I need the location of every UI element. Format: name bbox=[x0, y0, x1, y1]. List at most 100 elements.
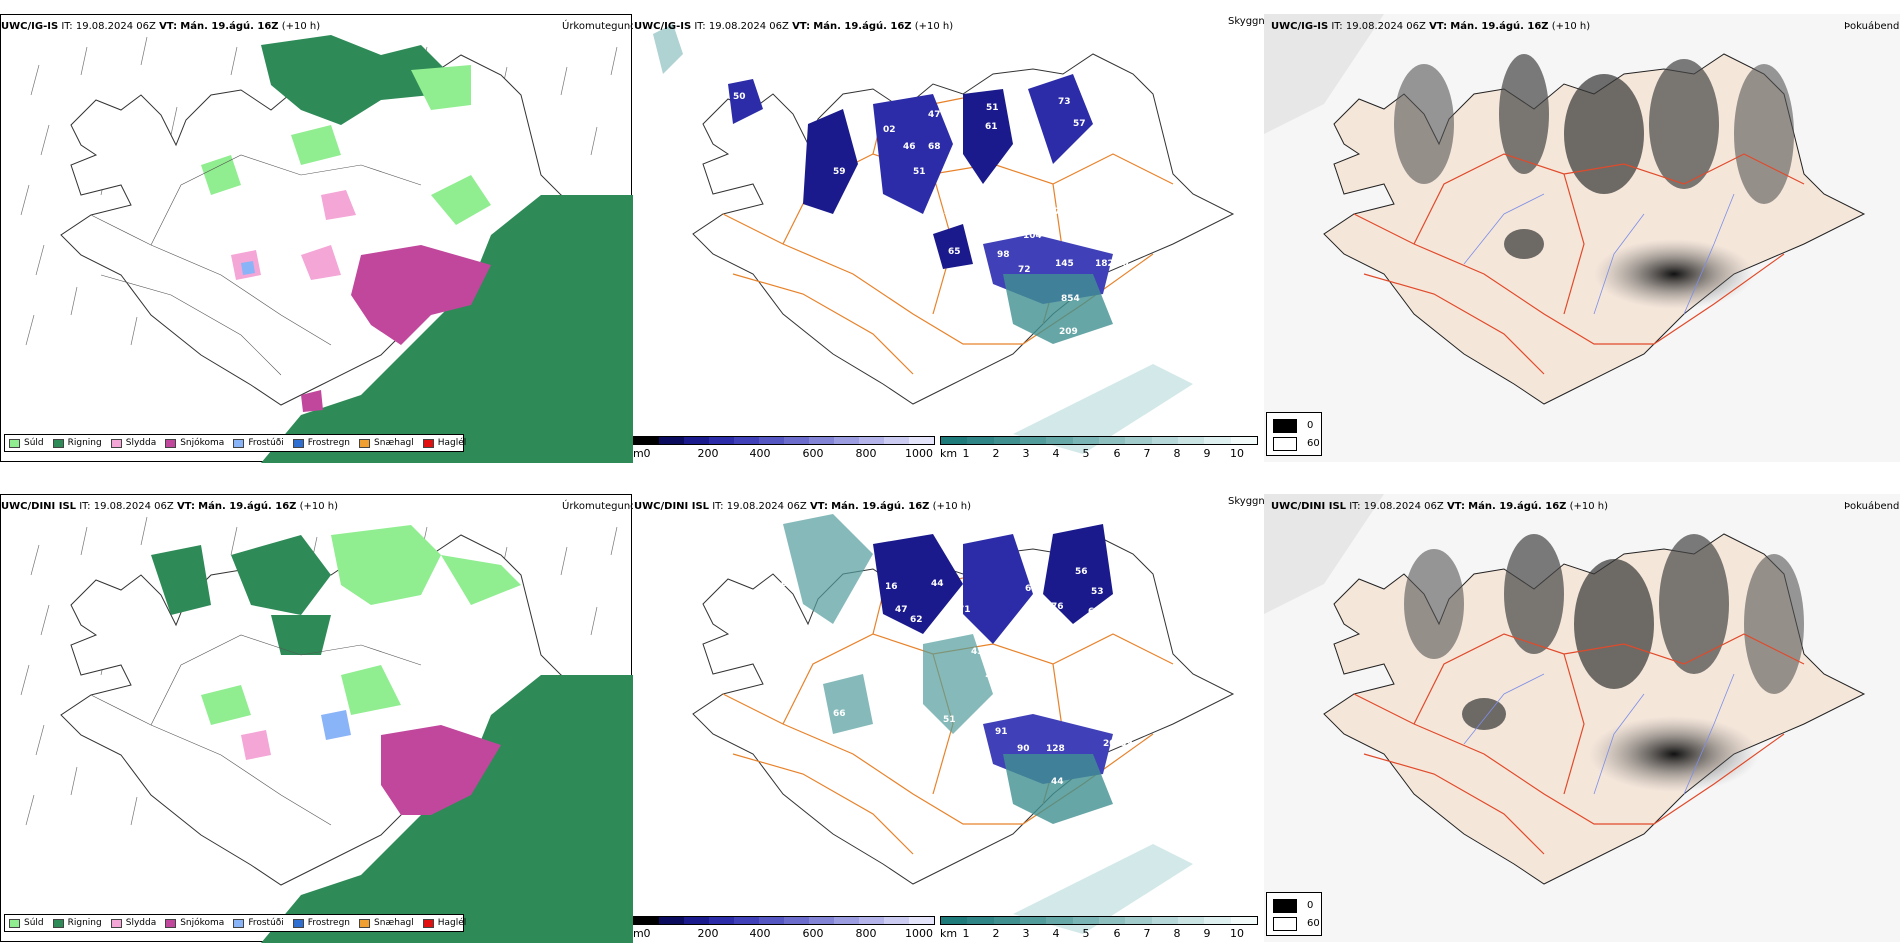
precip-map-ig bbox=[20, 35, 633, 463]
visibility-colorbar bbox=[940, 436, 1258, 445]
scale-tick: 1 bbox=[962, 447, 970, 460]
scale-tick: 4 bbox=[1052, 447, 1060, 460]
fog-key-light-label: 60 bbox=[1307, 918, 1320, 929]
scale-tick: 5 bbox=[1082, 927, 1090, 940]
scale-tick: 7 bbox=[1143, 447, 1151, 460]
legend-item: Súld bbox=[9, 438, 44, 448]
fog-key-light bbox=[1273, 917, 1297, 931]
visibility-unit: km bbox=[940, 447, 958, 460]
ceiling-label: 854 bbox=[1061, 294, 1080, 304]
visibility-panel-label-ig: Skyggni bbox=[1228, 16, 1268, 27]
legend-swatch bbox=[359, 918, 371, 928]
ceiling-label: 52 bbox=[945, 110, 958, 120]
visibility-scale-ig: km 1 2 3 4 5 6 7 8 9 10 bbox=[940, 436, 1258, 460]
precip-panel-label-dini: Úrkomutegund bbox=[562, 501, 637, 512]
ceiling-label: 76 bbox=[1051, 602, 1064, 612]
legend-item: Slydda bbox=[110, 918, 156, 928]
legend-item: Snæhagl bbox=[359, 438, 414, 448]
fog-title-dini: UWC/DINI ISL IT: 19.08.2024 06Z VT: Mán.… bbox=[1271, 501, 1609, 512]
ceiling-label: 94 bbox=[1038, 169, 1051, 179]
ceiling-unit: m bbox=[633, 447, 644, 460]
legend-item: Frostregn bbox=[292, 918, 350, 928]
ceiling-label: 48 bbox=[883, 207, 896, 217]
scale-tick: 400 bbox=[749, 447, 771, 460]
ceiling-label: 02 bbox=[883, 125, 896, 135]
scale-tick: 800 bbox=[855, 927, 877, 940]
ceiling-label: 145 bbox=[1055, 259, 1074, 269]
ceiling-label: 47 bbox=[928, 110, 941, 120]
scale-tick: 4 bbox=[1052, 927, 1060, 940]
ceiling-label: 57 bbox=[815, 225, 828, 235]
legend-item: Súld bbox=[9, 918, 44, 928]
ceiling-label: 62 bbox=[1088, 607, 1101, 617]
legend-swatch bbox=[359, 438, 371, 448]
legend-swatch bbox=[165, 438, 177, 448]
legend-item: Haglél bbox=[422, 918, 466, 928]
ceiling-map-dini: 65 16 47 62 44 71 42 63 56 53 78 62 76 5… bbox=[692, 514, 1235, 934]
ceiling-label: 71 bbox=[943, 207, 956, 217]
ceiling-label: 97 bbox=[1048, 207, 1061, 217]
ceiling-label: 182 bbox=[1095, 259, 1114, 269]
ceiling-label: 91 bbox=[995, 727, 1008, 737]
ceiling-label: 51 bbox=[943, 715, 956, 725]
fog-key-dark bbox=[1273, 899, 1297, 913]
ceiling-label: 71 bbox=[958, 605, 971, 615]
ceiling-label: 128 bbox=[1046, 744, 1065, 754]
ceiling-label: 57 bbox=[1073, 119, 1086, 129]
visibility-scale-dini: km 1 2 3 4 5 6 7 8 9 10 bbox=[940, 916, 1258, 940]
scale-tick: 3 bbox=[1022, 927, 1030, 940]
ceiling-label: 60 bbox=[753, 119, 766, 129]
ceiling-colorbar bbox=[633, 436, 935, 445]
ceiling-label: 209 bbox=[1059, 327, 1078, 337]
ceiling-label: 51 bbox=[913, 167, 926, 177]
legend-swatch bbox=[233, 918, 245, 928]
ceiling-label: 13 bbox=[1005, 174, 1018, 184]
scale-tick: 800 bbox=[855, 447, 877, 460]
ceiling-title-dini: UWC/DINI ISL IT: 19.08.2024 06Z VT: Mán.… bbox=[634, 501, 972, 512]
scale-tick: 6 bbox=[1113, 447, 1121, 460]
legend-swatch bbox=[9, 438, 20, 448]
scale-tick: 2 bbox=[992, 927, 1000, 940]
precip-title-dini: UWC/DINI ISL IT: 19.08.2024 06Z VT: Mán.… bbox=[1, 501, 339, 512]
ceiling-label: 104 bbox=[1023, 231, 1042, 241]
ceiling-colorbar bbox=[633, 916, 935, 925]
ceiling-label: 43 bbox=[971, 647, 984, 657]
legend-item: Frostregn bbox=[292, 438, 350, 448]
iceland-outline bbox=[1323, 53, 1866, 405]
scale-tick: 3 bbox=[1022, 447, 1030, 460]
scale-tick: 600 bbox=[802, 447, 824, 460]
visibility-unit: km bbox=[940, 927, 958, 940]
legend-swatch bbox=[292, 438, 304, 448]
ceiling-label: 16 bbox=[885, 582, 898, 592]
legend-item: Haglél bbox=[422, 438, 466, 448]
scale-tick: 10 bbox=[1230, 927, 1244, 940]
ceiling-label: 52 bbox=[895, 247, 908, 257]
ceiling-panel-ig: 50 60 47 52 51 73 57 61 02 46 68 59 51 4… bbox=[633, 14, 1263, 462]
scale-tick: 9 bbox=[1203, 927, 1211, 940]
scale-tick: 8 bbox=[1173, 927, 1181, 940]
ceiling-label: 68 bbox=[928, 142, 941, 152]
precip-panel-label-ig: Úrkomutegund bbox=[562, 21, 637, 32]
visibility-colorbar bbox=[940, 916, 1258, 925]
ceiling-label: 48 bbox=[873, 264, 886, 274]
ceiling-label: 65 bbox=[781, 579, 794, 589]
legend-item: Snæhagl bbox=[359, 918, 414, 928]
fog-panel-label-ig: Þokuábendi bbox=[1844, 21, 1900, 32]
scale-tick: 1000 bbox=[905, 447, 933, 460]
legend-item: Slydda bbox=[110, 438, 156, 448]
ceiling-label: 98 bbox=[997, 250, 1010, 260]
legend-swatch bbox=[52, 918, 64, 928]
fog-key-light bbox=[1273, 437, 1297, 451]
legend-item: Snjókoma bbox=[165, 918, 224, 928]
ceiling-label: 48 bbox=[868, 732, 881, 742]
ceiling-label: 56 bbox=[1075, 567, 1088, 577]
ceiling-label: 62 bbox=[858, 662, 871, 672]
ceiling-map-ig: 50 60 47 52 51 73 57 61 02 46 68 59 51 4… bbox=[653, 24, 1235, 454]
ceiling-label: 61 bbox=[985, 122, 998, 132]
ceiling-label: 50 bbox=[1041, 630, 1054, 640]
ceiling-scale-dini: m 0 200 400 600 800 1000 bbox=[633, 916, 935, 940]
legend-item: Frostúði bbox=[233, 438, 284, 448]
ceiling-label: 65 bbox=[948, 247, 961, 257]
scale-tick: 7 bbox=[1143, 927, 1151, 940]
precip-legend-dini: Súld Rigning Slydda Snjókoma Frostúði Fr… bbox=[4, 914, 466, 932]
